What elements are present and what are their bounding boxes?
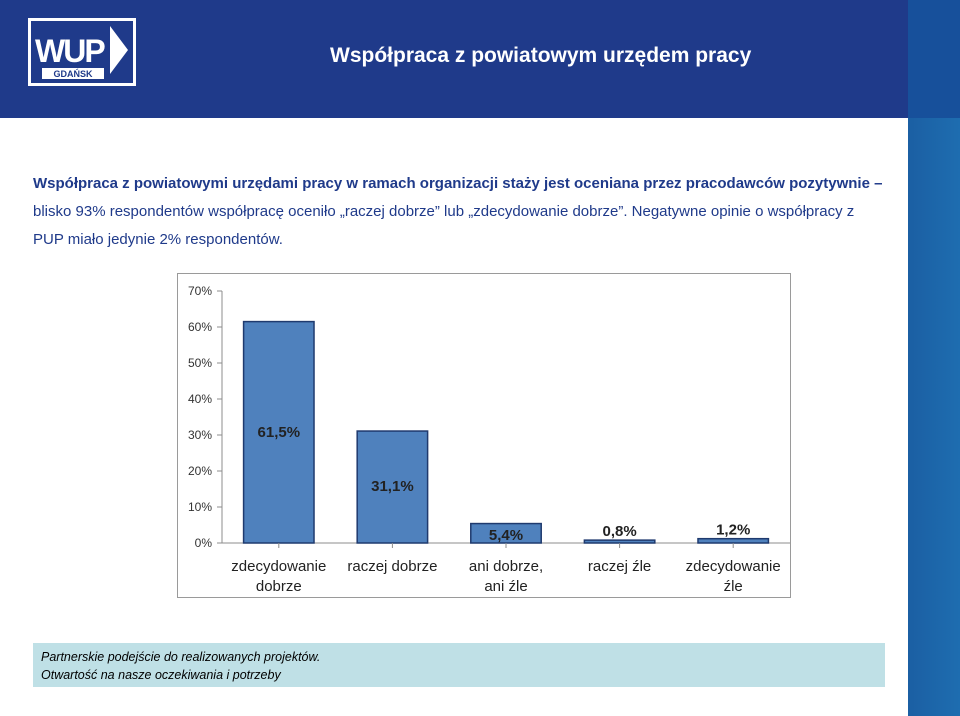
footer-line-1: Partnerskie podejście do realizowanych p… bbox=[41, 650, 321, 664]
x-tick-label: raczej źle bbox=[588, 558, 651, 575]
y-tick-label: 50% bbox=[188, 356, 212, 370]
bar bbox=[583, 539, 656, 544]
x-tick-label: ani źle bbox=[484, 578, 527, 595]
footer-line-2: Otwartość na nasze oczekiwania i potrzeb… bbox=[41, 668, 281, 682]
header-stripe bbox=[908, 0, 960, 118]
y-tick-label: 0% bbox=[195, 536, 213, 550]
data-label: 61,5% bbox=[258, 424, 301, 441]
bar bbox=[697, 537, 770, 544]
y-tick-label: 20% bbox=[188, 464, 212, 478]
intro-bold: Współpraca z powiatowymi urzędami pracy … bbox=[33, 175, 883, 192]
x-tick-label: dobrze bbox=[256, 578, 302, 595]
page-title: Współpraca z powiatowym urzędem pracy bbox=[330, 44, 752, 67]
bar-chart: 0% 10% 20% 30% 40% 50% 60% 70% 61,5% zdecydowanie… bbox=[188, 284, 790, 595]
wup-logo: WUP GDAŃSK bbox=[28, 18, 136, 86]
bar bbox=[356, 430, 429, 544]
intro-regular: blisko 93% respondentów współpracę oceni… bbox=[33, 203, 855, 248]
x-tick-label: ani dobrze, bbox=[469, 558, 543, 575]
side-stripe bbox=[908, 118, 960, 716]
x-tick-label: raczej dobrze bbox=[347, 558, 437, 575]
y-tick-label: 70% bbox=[188, 284, 212, 298]
logo-text: WUP bbox=[35, 33, 105, 69]
chart-container: 0% 10% 20% 30% 40% 50% 60% 70% 61,5% zdecydowanie… bbox=[177, 273, 791, 598]
intro-paragraph: Współpraca z powiatowymi urzędami pracy … bbox=[33, 170, 883, 254]
data-label: 0,8% bbox=[602, 523, 636, 540]
data-label: 31,1% bbox=[371, 478, 414, 495]
data-label: 5,4% bbox=[489, 527, 523, 544]
data-label: 1,2% bbox=[716, 522, 750, 539]
y-tick-label: 60% bbox=[188, 320, 212, 334]
header-bar: WUP GDAŃSK Współpraca z powiatowym urzęd… bbox=[0, 0, 960, 118]
footer-box: Partnerskie podejście do realizowanych p… bbox=[33, 643, 885, 687]
x-tick-label: zdecydowanie bbox=[231, 558, 326, 575]
logo-subtext: GDAŃSK bbox=[53, 69, 93, 79]
y-tick-label: 10% bbox=[188, 500, 212, 514]
x-tick-label: zdecydowanie bbox=[686, 558, 781, 575]
y-tick-label: 40% bbox=[188, 392, 212, 406]
y-tick-label: 30% bbox=[188, 428, 212, 442]
x-tick-label: źle bbox=[724, 578, 743, 595]
